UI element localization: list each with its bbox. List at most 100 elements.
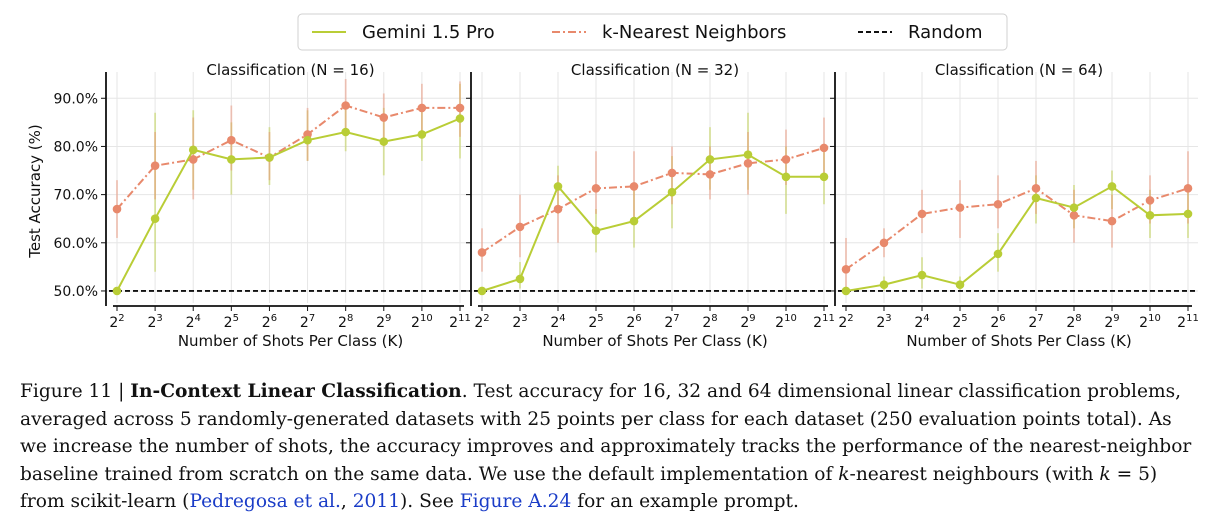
data-point-k-nearest-neighbors — [841, 264, 851, 274]
data-point-gemini-1-5-pro — [455, 114, 465, 123]
data-point-gemini-1-5-pro — [1183, 209, 1193, 219]
data-point-gemini-1-5-pro — [303, 135, 312, 145]
x-tick-label: 23 — [147, 313, 162, 331]
x-tick-label: 22 — [838, 313, 853, 331]
x-tick-base: 2 — [1104, 315, 1113, 331]
x-tick-base: 2 — [376, 315, 385, 331]
x-tick-base: 2 — [449, 315, 458, 331]
x-tick-exponent: 3 — [156, 313, 162, 324]
data-point-k-nearest-neighbors — [993, 199, 1003, 209]
data-point-k-nearest-neighbors — [743, 159, 753, 168]
data-point-gemini-1-5-pro — [188, 145, 198, 155]
series-line-k-nearest-neighbors — [116, 104, 460, 210]
y-tick-label: 90.0% — [54, 91, 98, 107]
citation-author-link[interactable]: Pedregosa et al. — [189, 491, 341, 512]
x-tick-label: 25 — [224, 313, 239, 331]
x-tick-label: 25 — [952, 313, 967, 331]
data-point-gemini-1-5-pro — [553, 182, 563, 191]
data-point-gemini-1-5-pro — [227, 155, 236, 164]
series-line-k-nearest-neighbors — [845, 187, 1189, 271]
x-axis-label: Number of Shots Per Class (K) — [542, 332, 767, 350]
x-tick-exponent: 9 — [1113, 313, 1119, 324]
data-point-k-nearest-neighbors — [1145, 196, 1155, 205]
x-tick-exponent: 7 — [309, 313, 315, 324]
chart-panel: 50.0%60.0%70.0%80.0%90.0%22 23 24 25 26 27 28 2… — [26, 61, 471, 350]
data-point-k-nearest-neighbors — [515, 222, 525, 232]
data-point-k-nearest-neighbors — [917, 209, 927, 219]
x-tick-label: 210 — [411, 313, 433, 331]
x-tick-base: 2 — [664, 315, 673, 331]
x-tick-label: 24 — [186, 313, 201, 331]
data-point-k-nearest-neighbors — [955, 203, 965, 212]
x-tick-label: 27 — [300, 313, 315, 331]
x-tick-exponent: 11 — [1186, 313, 1199, 324]
data-point-gemini-1-5-pro — [379, 137, 389, 146]
x-tick-exponent: 10 — [784, 313, 797, 324]
x-tick-base: 2 — [952, 315, 961, 331]
caption-label: Figure 11 | — [20, 381, 131, 402]
data-point-k-nearest-neighbors — [1107, 216, 1117, 226]
data-point-gemini-1-5-pro — [1145, 211, 1155, 220]
x-tick-base: 2 — [147, 315, 156, 331]
x-tick-label: 22 — [109, 313, 124, 331]
caption-title: In-Context Linear Classification — [130, 381, 462, 402]
data-point-k-nearest-neighbors — [879, 238, 889, 248]
caption-text-1: . Test accuracy for 16, 32 and 64 dimens… — [20, 381, 1192, 485]
data-point-k-nearest-neighbors — [591, 184, 601, 193]
x-tick-exponent: 4 — [194, 313, 200, 324]
x-tick-exponent: 9 — [385, 313, 391, 324]
x-tick-label: 211 — [1177, 313, 1199, 331]
caption-text-3: = 5) from scikit-learn ( — [20, 463, 1158, 513]
x-tick-base: 2 — [838, 315, 847, 331]
x-tick-base: 2 — [1028, 315, 1037, 331]
citation-year-link[interactable]: 2011 — [352, 491, 401, 512]
x-tick-exponent: 6 — [999, 313, 1005, 324]
caption-math-k: k — [838, 463, 850, 485]
x-tick-base: 2 — [588, 315, 597, 331]
caption-text-6: for an example prompt. — [571, 491, 799, 512]
x-tick-base: 2 — [186, 315, 195, 331]
data-point-gemini-1-5-pro — [819, 172, 829, 182]
series-line-gemini-1-5-pro — [116, 117, 461, 292]
caption-math-k: k — [1099, 463, 1111, 485]
data-point-k-nearest-neighbors — [188, 155, 198, 164]
data-point-gemini-1-5-pro — [841, 286, 851, 296]
x-tick-label: 210 — [1139, 313, 1161, 331]
x-tick-label: 210 — [775, 313, 797, 331]
figure-reference-link[interactable]: Figure A.24 — [459, 491, 572, 512]
panel-title: Classification (N = 16) — [206, 61, 374, 79]
x-tick-label: 29 — [740, 313, 755, 331]
x-tick-label: 24 — [914, 313, 929, 331]
data-point-k-nearest-neighbors — [819, 143, 829, 153]
data-point-gemini-1-5-pro — [667, 187, 677, 197]
x-tick-exponent: 3 — [885, 313, 891, 324]
x-tick-base: 2 — [876, 315, 885, 331]
x-tick-exponent: 8 — [1075, 313, 1081, 324]
x-tick-label: 27 — [1028, 313, 1043, 331]
data-point-gemini-1-5-pro — [515, 274, 525, 284]
x-tick-base: 2 — [914, 315, 923, 331]
x-tick-base: 2 — [338, 315, 347, 331]
data-point-gemini-1-5-pro — [917, 270, 927, 280]
x-tick-label: 26 — [262, 313, 277, 331]
x-tick-label: 28 — [702, 313, 717, 331]
data-point-gemini-1-5-pro — [743, 150, 753, 159]
x-tick-base: 2 — [474, 315, 483, 331]
legend-label: k-Nearest Neighbors — [602, 22, 786, 43]
legend-box — [297, 13, 1008, 51]
panel-title: Classification (N = 32) — [571, 61, 739, 79]
x-tick-label: 27 — [664, 313, 679, 331]
x-tick-label: 211 — [813, 313, 835, 331]
x-tick-exponent: 10 — [420, 313, 433, 324]
data-point-gemini-1-5-pro — [1069, 203, 1079, 212]
x-tick-exponent: 6 — [271, 313, 277, 324]
data-point-k-nearest-neighbors — [341, 101, 350, 110]
data-point-gemini-1-5-pro — [265, 153, 274, 162]
data-point-gemini-1-5-pro — [150, 214, 160, 223]
data-point-k-nearest-neighbors — [705, 170, 715, 179]
caption-text-2: -nearest neighbours (with — [849, 463, 1100, 485]
x-tick-base: 2 — [1066, 315, 1075, 331]
x-tick-exponent: 5 — [233, 313, 239, 324]
data-point-gemini-1-5-pro — [879, 280, 889, 289]
x-tick-label: 26 — [990, 313, 1005, 331]
